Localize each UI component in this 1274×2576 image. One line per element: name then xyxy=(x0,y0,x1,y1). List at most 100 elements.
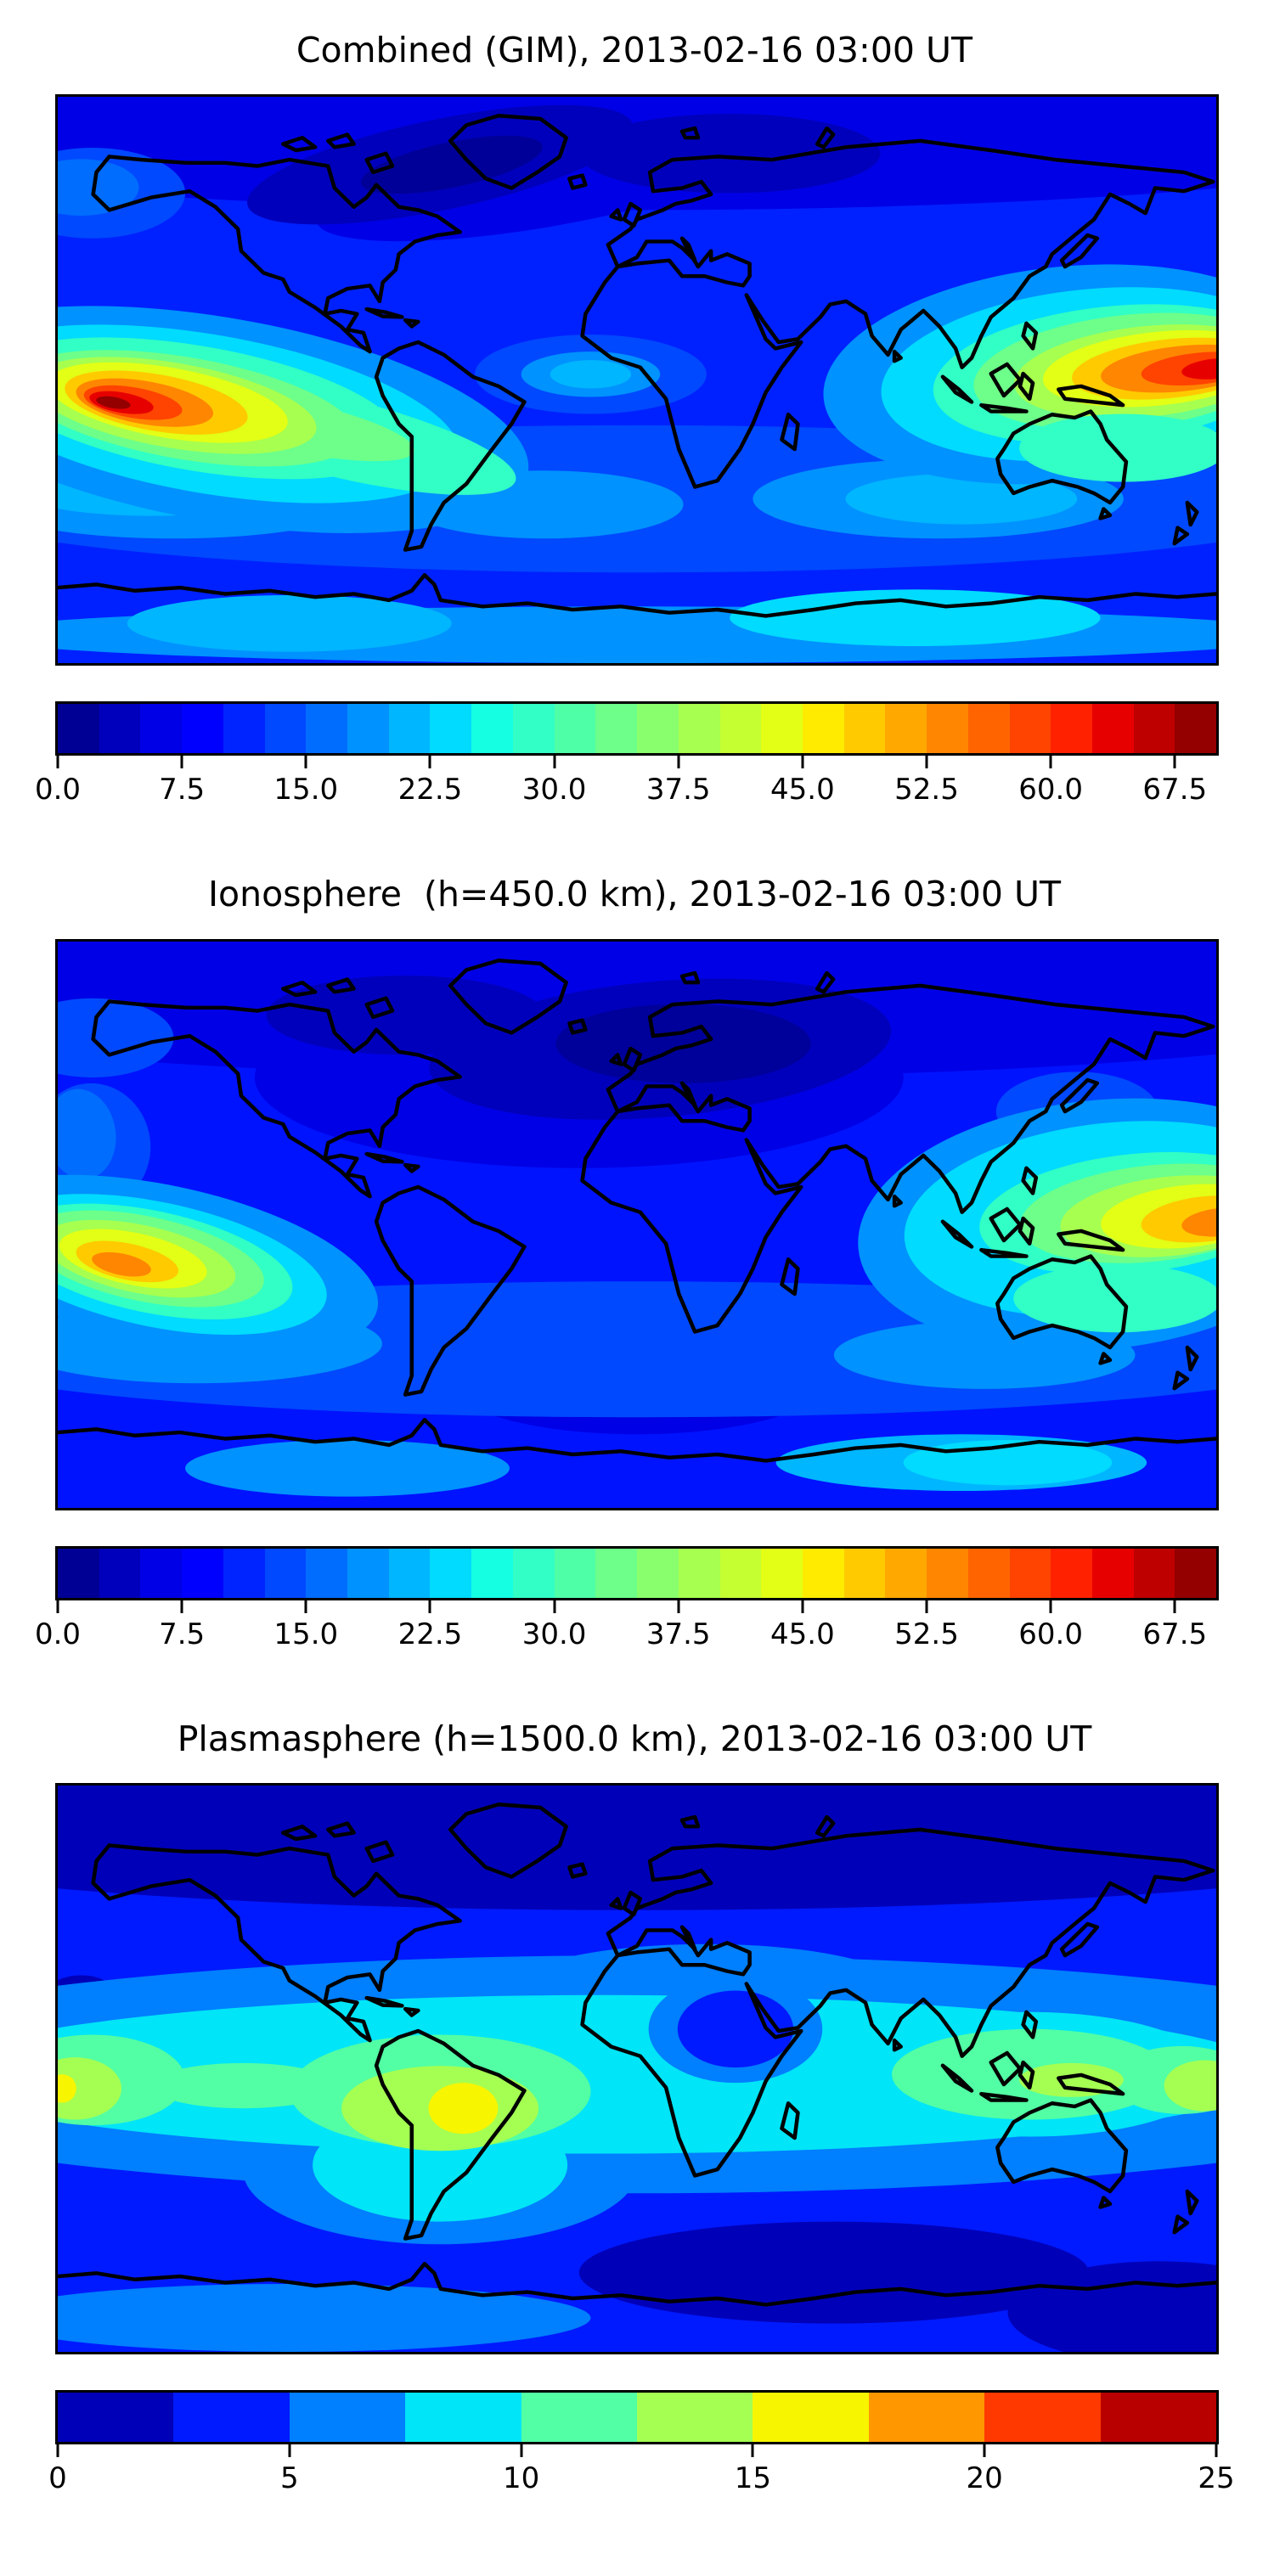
colorbar-segment xyxy=(471,1548,513,1598)
contour-region xyxy=(578,114,881,194)
colorbar-tick-label: 67.5 xyxy=(1142,773,1208,807)
colorbar-segment xyxy=(885,704,927,754)
colorbar-segment xyxy=(306,704,348,754)
contour-region xyxy=(1181,357,1216,380)
colorbar-segment xyxy=(984,2392,1101,2442)
colorbar-tick xyxy=(428,756,431,769)
map-plasmasphere xyxy=(55,1782,1219,2354)
colorbar-tick-label: 15 xyxy=(734,2461,772,2495)
panel-ionosphere: Ionosphere (h=450.0 km), 2013-02-16 03:0… xyxy=(0,873,1274,1662)
colorbar-tick-label: 0 xyxy=(48,2461,67,2495)
colorbar-segment xyxy=(223,704,265,754)
colorbar-tick xyxy=(304,756,307,769)
colorbar-segment xyxy=(347,704,389,754)
contour-region xyxy=(1164,2060,1216,2112)
figure: Combined (GIM), 2013-02-16 03:00 UT 0.0 7… xyxy=(0,29,1274,2507)
colorbar-tick xyxy=(180,1600,183,1613)
colorbar-segment xyxy=(264,704,307,754)
contour-region xyxy=(555,1003,811,1083)
contour-map xyxy=(58,941,1216,1508)
colorbar-segment xyxy=(1091,704,1134,754)
colorbar-segment xyxy=(58,2392,174,2442)
colorbar-tick xyxy=(1173,1600,1176,1613)
colorbar-segment xyxy=(595,1548,638,1598)
colorbar-tick-label: 52.5 xyxy=(894,773,959,807)
colorbar-segment xyxy=(264,1548,307,1598)
colorbar-segment xyxy=(388,1548,431,1598)
colorbar-segment xyxy=(471,704,513,754)
colorbar-tick xyxy=(180,756,183,769)
colorbar-segment xyxy=(347,1548,389,1598)
colorbar-tick xyxy=(1215,2444,1218,2457)
panel-title: Plasmasphere (h=1500.0 km), 2013-02-16 0… xyxy=(177,1718,1092,1759)
colorbar-segment xyxy=(289,2392,406,2442)
contour-region xyxy=(185,1439,510,1497)
contour-region xyxy=(127,595,452,652)
colorbar-segment xyxy=(405,2392,521,2442)
colorbar-tick-label: 20 xyxy=(966,2461,1003,2495)
contour-region xyxy=(845,473,1078,525)
colorbar-segment xyxy=(512,704,555,754)
contour-region xyxy=(150,2062,336,2108)
colorbar-segment xyxy=(140,704,183,754)
colorbar-segment xyxy=(388,704,431,754)
colorbar-segment xyxy=(637,704,679,754)
colorbar-tick xyxy=(1049,1600,1052,1613)
colorbar-tick xyxy=(677,1600,680,1613)
colorbar-tick-labels: 0.0 7.5 15.0 22.5 30.0 37.5 45.0 52.5 60.0 67.5 xyxy=(35,1616,1216,1663)
colorbar-tick xyxy=(56,2444,59,2457)
colorbar-tick xyxy=(677,756,680,769)
colorbar-segment xyxy=(595,704,638,754)
contour-region xyxy=(58,2056,122,2120)
contour-region xyxy=(360,136,543,194)
colorbar-segment xyxy=(678,1548,720,1598)
contour-region xyxy=(1019,2062,1124,2097)
contour-region xyxy=(730,589,1101,647)
colorbar-tick xyxy=(1049,756,1052,769)
panel-combined-gim: Combined (GIM), 2013-02-16 03:00 UT 0.0 7… xyxy=(0,29,1274,818)
contour-region xyxy=(428,2082,499,2134)
contour-region xyxy=(550,360,632,389)
colorbar-segment xyxy=(1091,1548,1134,1598)
colorbar-ionosphere xyxy=(55,1545,1219,1600)
map-ionosphere xyxy=(55,938,1219,1510)
colorbar-segment xyxy=(1009,1548,1051,1598)
colorbar-ticks xyxy=(56,1600,1216,1616)
contour-region xyxy=(92,1251,151,1277)
colorbar-segment xyxy=(223,1548,265,1598)
colorbar-plasmasphere xyxy=(55,2389,1219,2444)
colorbar-segment xyxy=(182,704,223,754)
panel-plasmasphere: Plasmasphere (h=1500.0 km), 2013-02-16 0… xyxy=(0,1718,1274,2507)
colorbar-tick-label: 5 xyxy=(279,2461,299,2495)
contour-region xyxy=(1181,1206,1216,1236)
colorbar-tick-label: 37.5 xyxy=(645,773,711,807)
colorbar-segment xyxy=(802,704,844,754)
colorbar-segment xyxy=(1100,2392,1217,2442)
contour-map xyxy=(58,97,1216,664)
colorbar-ticks xyxy=(56,2444,1218,2460)
colorbar-tick-labels: 0.0 7.5 15.0 22.5 30.0 37.5 45.0 52.5 60.0 67.5 xyxy=(35,771,1216,818)
colorbar-tick xyxy=(56,1600,59,1613)
colorbar-tick xyxy=(1173,756,1176,769)
colorbar-segment xyxy=(58,1548,99,1598)
colorbar-tick xyxy=(925,756,928,769)
colorbar-tick xyxy=(288,2444,291,2457)
colorbar-tick-label: 52.5 xyxy=(894,1617,959,1651)
colorbar-tick-label: 7.5 xyxy=(159,1617,206,1651)
colorbar-tick-label: 45.0 xyxy=(769,773,835,807)
colorbar-segment xyxy=(761,1548,803,1598)
contour-region xyxy=(58,2283,591,2352)
colorbar-tick-label: 0.0 xyxy=(34,773,82,807)
colorbar-tick xyxy=(56,756,59,769)
colorbar-tick xyxy=(428,1600,431,1613)
colorbar-tick-labels: 0 5 10 15 20 25 xyxy=(48,2460,1234,2507)
colorbar-combined xyxy=(55,701,1219,756)
colorbar-segment xyxy=(430,1548,472,1598)
colorbar-tick-label: 30.0 xyxy=(521,1617,587,1651)
colorbar-segment xyxy=(967,704,1010,754)
colorbar-segment xyxy=(967,1548,1010,1598)
contour-region xyxy=(58,998,174,1077)
colorbar-segment xyxy=(182,1548,223,1598)
colorbar-segment xyxy=(927,1548,968,1598)
colorbar-tick-label: 45.0 xyxy=(769,1617,835,1651)
